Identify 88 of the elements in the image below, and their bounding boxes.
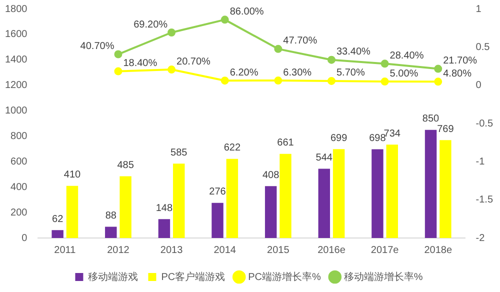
data-label: 40.70%: [80, 41, 114, 52]
y-tick-label: 400: [10, 182, 28, 193]
legend-label: PC客户端游戏: [161, 270, 226, 283]
x-tick-label: 2013: [160, 244, 184, 256]
point: [434, 64, 442, 73]
bar: [264, 186, 277, 238]
data-label: 544: [316, 152, 333, 164]
point: [168, 66, 176, 74]
data-label: 86.00%: [230, 6, 264, 18]
data-label: 410: [64, 170, 82, 181]
data-label: 47.70%: [283, 36, 318, 47]
y-tick-label: 1200: [4, 80, 28, 92]
bar: [226, 158, 238, 238]
point: [434, 78, 442, 86]
bar: [280, 154, 292, 238]
data-label: 408: [262, 170, 280, 181]
bar: [332, 149, 345, 238]
point: [220, 76, 229, 85]
y-tick-label: 800: [10, 130, 28, 142]
point: [114, 50, 122, 58]
bar: [212, 202, 224, 238]
bar: [173, 164, 185, 238]
point: [380, 60, 389, 68]
point: [274, 76, 282, 85]
data-label: 661: [277, 138, 294, 149]
bar: [424, 130, 437, 238]
bar: [440, 140, 452, 238]
data-label: 20.70%: [176, 56, 211, 68]
data-label: 585: [170, 147, 188, 158]
point: [327, 76, 336, 85]
x-tick-label: 2018e: [424, 244, 452, 256]
bar: [158, 219, 170, 238]
data-label: 6.20%: [230, 67, 258, 78]
y-tick-label: 1800: [4, 4, 28, 15]
y-tick-label: 0: [22, 232, 28, 244]
y-tick-label: 1400: [4, 54, 28, 66]
data-label: 18.40%: [123, 58, 158, 70]
y2-tick-label: -0.5: [476, 118, 494, 130]
y2-tick-label: 0.5: [476, 42, 490, 53]
data-label: 4.80%: [443, 68, 472, 80]
bar: [318, 168, 330, 238]
data-label: 62: [52, 214, 64, 225]
y2-tick-label: 0: [476, 80, 482, 92]
y2-tick-label: 1: [476, 4, 482, 15]
point: [274, 44, 282, 53]
data-label: 33.40%: [336, 46, 371, 58]
data-label: 69.20%: [134, 19, 168, 30]
y2-tick-label: -1: [476, 156, 486, 168]
data-label: 28.40%: [390, 50, 424, 62]
data-label: 5.70%: [336, 68, 365, 79]
y2-tick-label: -1.5: [476, 194, 494, 206]
bar: [120, 176, 132, 238]
point: [114, 67, 122, 76]
point: [380, 78, 389, 86]
y2-tick-label: -2: [476, 232, 486, 244]
data-label: 148: [156, 202, 173, 214]
y-tick-label: 1600: [4, 29, 28, 40]
data-label: 21.70%: [443, 56, 478, 67]
bar: [386, 144, 398, 238]
bar: [66, 186, 78, 238]
x-tick-label: 2011: [54, 244, 76, 256]
x-tick-label: 2016e: [318, 244, 346, 256]
point: [327, 56, 336, 64]
x-tick-label: 2014: [214, 244, 236, 256]
data-label: 699: [330, 132, 348, 144]
bar: [52, 230, 64, 238]
data-label: 276: [209, 186, 226, 198]
data-label: 850: [422, 114, 440, 125]
data-label: 622: [224, 142, 241, 154]
bar: [372, 149, 384, 238]
bar: [105, 226, 117, 238]
legend-label: PC端游增长率%: [248, 270, 321, 283]
point: [168, 28, 176, 37]
x-tick-label: 2015: [267, 244, 290, 256]
x-tick-label: 2017e: [370, 244, 400, 256]
data-label: 6.30%: [283, 67, 312, 78]
legend-label: 移动端游戏: [88, 270, 138, 283]
y-tick-label: 200: [10, 207, 28, 218]
data-label: 485: [117, 160, 134, 172]
y-tick-label: 600: [10, 156, 28, 168]
data-label: 769: [437, 124, 454, 135]
legend-label: 移动端游增长率%: [344, 270, 423, 283]
point: [220, 16, 229, 24]
data-label: 5.00%: [390, 68, 418, 80]
data-label: 698: [369, 132, 386, 144]
data-label: 88: [105, 210, 117, 222]
x-tick-label: 2012: [107, 244, 130, 256]
y-tick-label: 1000: [4, 106, 28, 117]
